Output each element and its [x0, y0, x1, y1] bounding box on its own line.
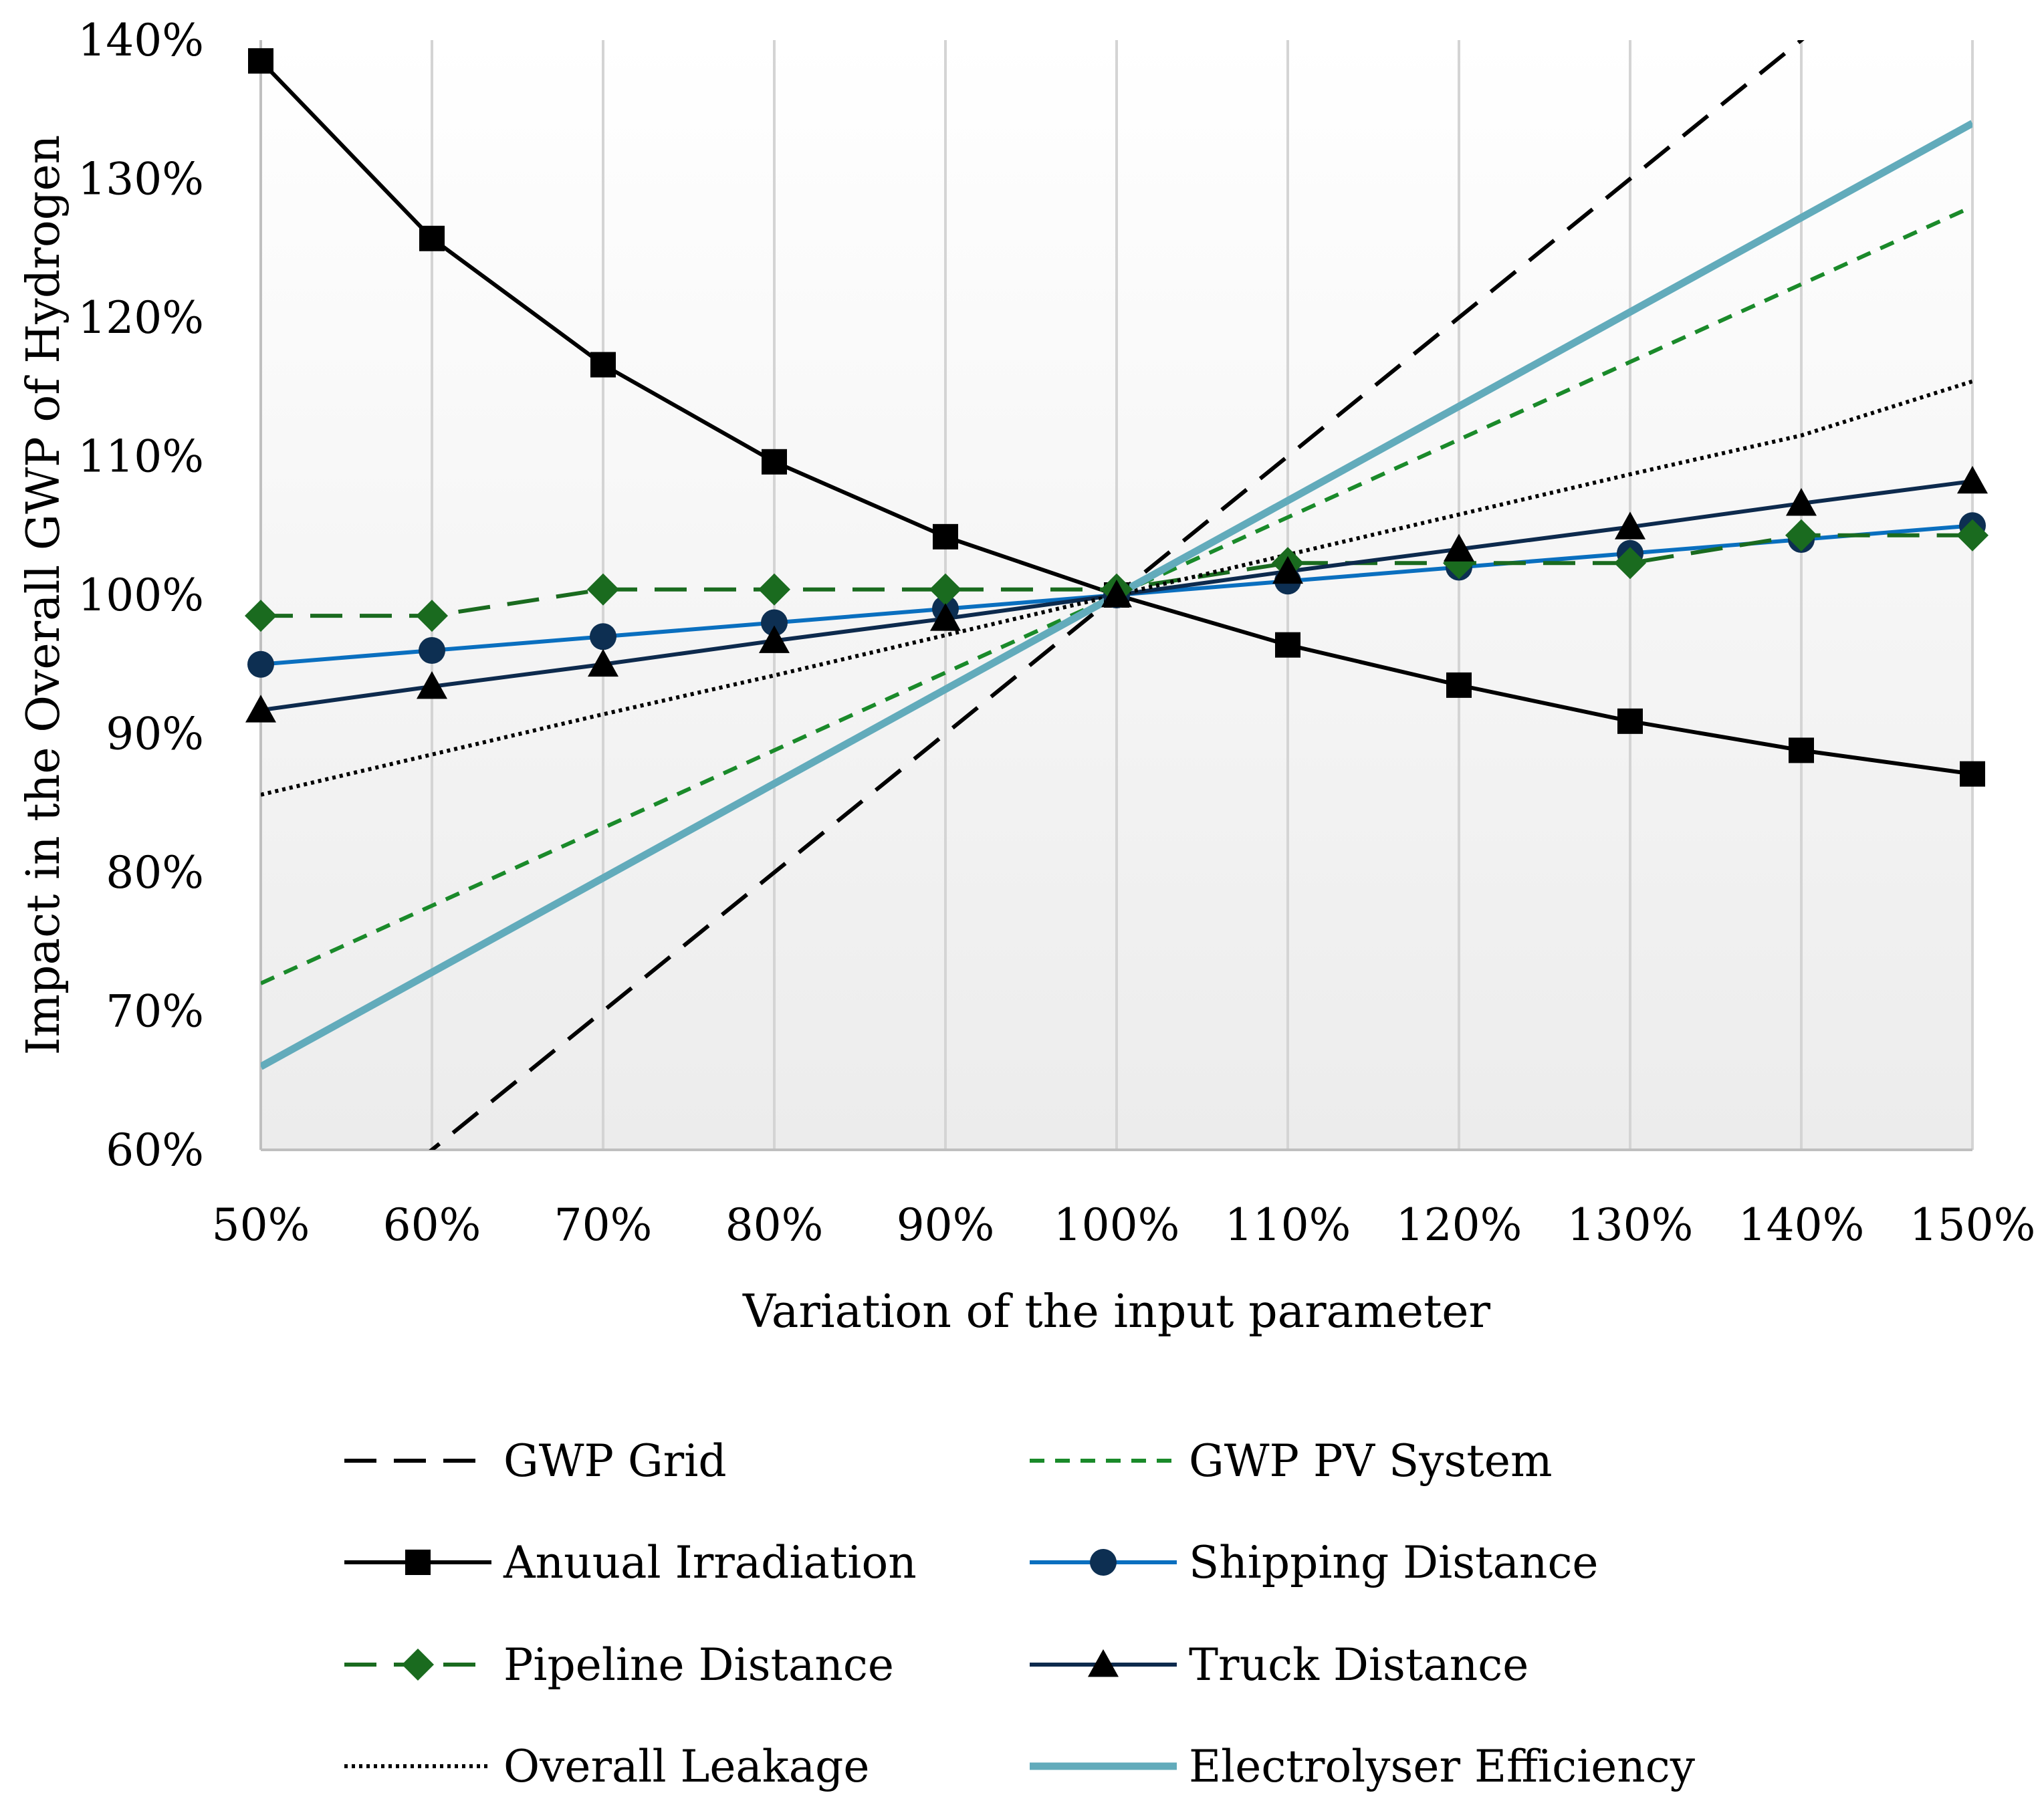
y-tick-label: 80% — [106, 847, 204, 898]
data-point-pipeline-distance — [587, 573, 619, 606]
data-point-anuual-irradiation — [1446, 672, 1472, 698]
legend-item-anuual-irradiation: Anuual Irradiation — [344, 1537, 917, 1588]
x-tick-label: 140% — [1738, 1199, 1865, 1251]
legend-label: Electrolyser Efficiency — [1189, 1741, 1696, 1792]
x-tick-label: 100% — [1054, 1199, 1180, 1251]
y-tick-label: 130% — [78, 154, 204, 205]
data-point-anuual-irradiation — [590, 352, 616, 378]
legend-marker — [1088, 1649, 1119, 1677]
legend-label: GWP PV System — [1189, 1435, 1553, 1487]
legend-label: GWP Grid — [503, 1435, 727, 1487]
series-line-gwp-pv-system — [261, 205, 1972, 985]
legend-item-truck-distance: Truck Distance — [1030, 1639, 1528, 1691]
legend-item-electrolyser-efficiency: Electrolyser Efficiency — [1030, 1741, 1696, 1792]
data-point-truck-distance — [1615, 511, 1645, 539]
data-point-shipping-distance — [590, 623, 616, 650]
data-point-pipeline-distance — [245, 600, 277, 632]
x-tick-label: 50% — [212, 1199, 310, 1251]
data-point-anuual-irradiation — [1275, 632, 1300, 658]
axes — [259, 40, 1972, 1151]
data-point-anuual-irradiation — [1789, 737, 1814, 763]
x-axis-title: Variation of the input parameter — [742, 1286, 1491, 1338]
y-tick-label: 70% — [106, 986, 204, 1038]
y-tick-label: 60% — [106, 1124, 204, 1176]
data-point-anuual-irradiation — [933, 523, 958, 550]
data-point-pipeline-distance — [929, 573, 961, 606]
y-tick-label: 120% — [78, 292, 204, 344]
x-tick-label: 70% — [554, 1199, 653, 1251]
legend-label: Overall Leakage — [503, 1741, 869, 1792]
data-point-anuual-irradiation — [1617, 708, 1643, 734]
x-tick-label: 90% — [897, 1199, 995, 1251]
legend-item-pipeline-distance: Pipeline Distance — [344, 1639, 894, 1691]
data-point-truck-distance — [1272, 556, 1303, 584]
data-point-truck-distance — [1101, 580, 1132, 608]
y-axis-title: Impact in the Overall GWP of Hydrogen — [17, 135, 70, 1056]
data-point-pipeline-distance — [1614, 547, 1646, 580]
data-point-truck-distance — [930, 603, 961, 631]
legend-label: Truck Distance — [1189, 1639, 1528, 1691]
x-tick-label: 110% — [1225, 1199, 1351, 1251]
y-tick-label: 100% — [78, 570, 204, 621]
markers-group — [245, 48, 1989, 787]
data-point-pipeline-distance — [1785, 519, 1817, 552]
legend: GWP Grid GWP PV System Anuual Irradiation S… — [344, 1435, 1696, 1792]
data-point-pipeline-distance — [1956, 519, 1989, 552]
tick-labels: 60%70%80%90%100%110%120%130%140%50% 60% 70… — [78, 15, 2035, 1251]
data-point-anuual-irradiation — [419, 225, 445, 251]
x-tick-label: 130% — [1567, 1199, 1694, 1251]
data-point-anuual-irradiation — [248, 48, 273, 74]
legend-label: Shipping Distance — [1189, 1537, 1598, 1588]
x-tick-label: 60% — [383, 1199, 481, 1251]
y-tick-label: 140% — [78, 15, 204, 66]
data-point-shipping-distance — [761, 609, 788, 636]
x-tick-label: 150% — [1910, 1199, 2036, 1251]
data-point-pipeline-distance — [758, 573, 790, 606]
data-point-anuual-irradiation — [762, 449, 787, 475]
legend-label: Pipeline Distance — [503, 1639, 894, 1691]
data-point-anuual-irradiation — [1960, 761, 1985, 787]
data-point-shipping-distance — [419, 637, 445, 664]
legend-item-gwp-grid: GWP Grid — [344, 1435, 727, 1487]
legend-item-overall-leakage: Overall Leakage — [344, 1741, 869, 1792]
legend-marker — [1090, 1549, 1117, 1576]
data-point-truck-distance — [588, 648, 618, 677]
series-line-overall-leakage — [261, 379, 1972, 797]
data-point-truck-distance — [1957, 465, 1988, 494]
x-tick-label: 80% — [725, 1199, 824, 1251]
data-point-truck-distance — [1444, 533, 1474, 562]
legend-item-shipping-distance: Shipping Distance — [1030, 1537, 1598, 1588]
legend-label: Anuual Irradiation — [503, 1537, 917, 1588]
data-point-truck-distance — [1786, 488, 1817, 516]
data-point-truck-distance — [245, 695, 276, 723]
legend-marker — [402, 1649, 434, 1681]
legend-item-gwp-pv-system: GWP PV System — [1030, 1435, 1553, 1487]
legend-marker — [405, 1550, 431, 1575]
y-tick-label: 110% — [78, 431, 204, 483]
data-point-truck-distance — [759, 625, 790, 653]
x-tick-label: 120% — [1396, 1199, 1522, 1251]
data-point-pipeline-distance — [416, 600, 448, 632]
y-tick-label: 90% — [106, 709, 204, 760]
data-point-truck-distance — [417, 671, 447, 699]
data-point-shipping-distance — [247, 650, 274, 678]
